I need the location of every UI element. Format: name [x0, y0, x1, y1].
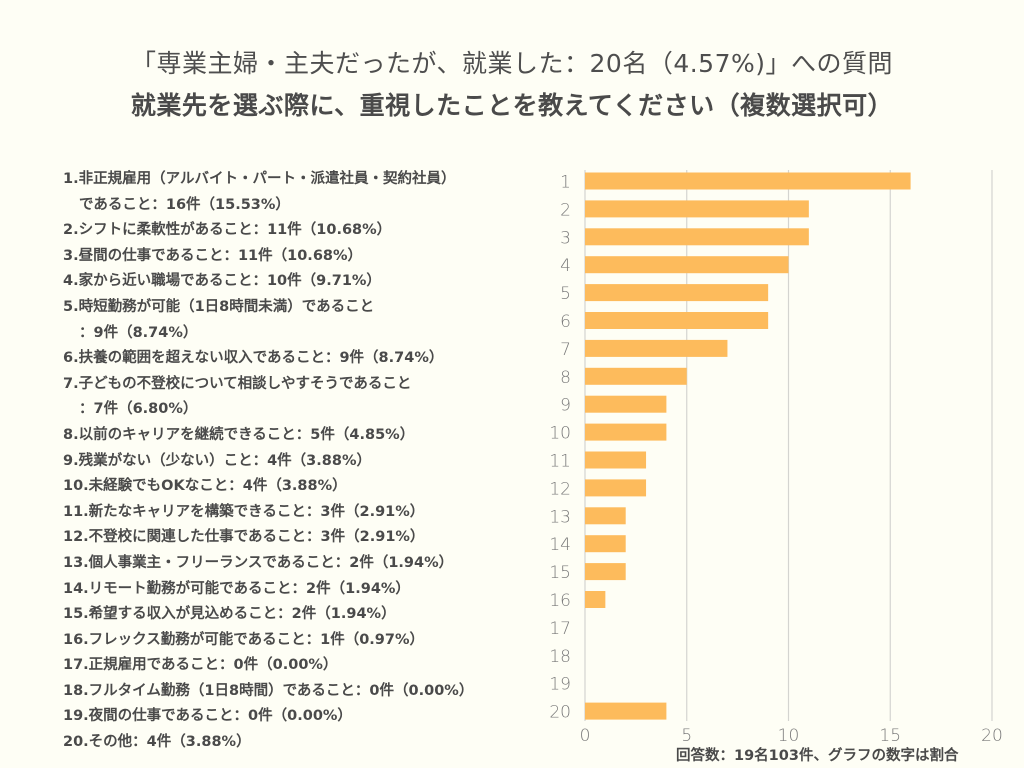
legend-item: 1.非正規雇用（アルバイト・パート・派遣社員・契約社員） であること：16件（15…	[63, 167, 543, 218]
legend-item-text: 2.シフトに柔軟性があること：11件（10.68%）	[63, 222, 392, 239]
legend-item-text: 9.残業がない（少ない）こと：4件（3.88%）	[63, 452, 371, 469]
bar	[585, 228, 809, 246]
x-tick-label: 10	[778, 726, 800, 746]
legend-item-text: 8.以前のキャリアを継続できること：5件（4.85%）	[63, 426, 415, 443]
legend: 1.非正規雇用（アルバイト・パート・派遣社員・契約社員） であること：16件（15…	[63, 167, 543, 756]
legend-item: 12.不登校に関連した仕事であること：3件（2.91%）	[63, 525, 543, 551]
y-tick-label: 4	[560, 256, 571, 276]
legend-item-text: 13.個人事業主・フリーランスであること：2件（1.94%）	[63, 554, 454, 571]
y-tick-label: 10	[549, 424, 571, 444]
legend-item-continuation: ：7件（6.80%）	[79, 401, 198, 418]
y-tick-label: 9	[560, 396, 571, 416]
bar	[585, 507, 626, 525]
legend-item: 9.残業がない（少ない）こと：4件（3.88%）	[63, 449, 543, 475]
legend-item: 6.扶養の範囲を超えない収入であること：9件（8.74%）	[63, 346, 543, 372]
bar	[585, 172, 911, 190]
y-tick-label: 14	[549, 535, 571, 555]
x-tick-label: 0	[580, 726, 591, 746]
legend-item-text: 20.その他：4件（3.88%）	[63, 734, 251, 751]
legend-item: 4.家から近い職場であること：10件（9.71%）	[63, 269, 543, 295]
y-tick-label: 18	[549, 647, 571, 667]
legend-item: 3.昼間の仕事であること：11件（10.68%）	[63, 244, 543, 270]
y-tick-label: 17	[549, 619, 571, 639]
bar	[585, 563, 626, 581]
legend-item: 18.フルタイム勤務（1日8時間）であること：0件（0.00%）	[63, 679, 543, 705]
legend-item: 10.未経験でもOKなこと：4件（3.88%）	[63, 474, 543, 500]
legend-item-text: 4.家から近い職場であること：10件（9.71%）	[63, 273, 381, 290]
legend-item-text: 6.扶養の範囲を超えない収入であること：9件（8.74%）	[63, 350, 444, 367]
x-tick-label: 5	[681, 726, 692, 746]
y-tick-label: 5	[560, 284, 571, 304]
chart-title-line2: 就業先を選ぶ際に、重視したことを教えてください（複数選択可）	[130, 91, 894, 120]
bar	[585, 256, 789, 274]
legend-item-text: 15.希望する収入が見込めること：2件（1.94%）	[63, 606, 396, 623]
x-tick-label: 20	[981, 726, 1003, 746]
legend-item: 20.その他：4件（3.88%）	[63, 730, 543, 756]
legend-item-continuation: であること：16件（15.53%）	[79, 196, 290, 213]
y-tick-label: 6	[560, 312, 571, 332]
legend-item-text: 3.昼間の仕事であること：11件（10.68%）	[63, 247, 363, 264]
legend-item-text: 11.新たなキャリアを構築できること：3件（2.91%）	[63, 503, 425, 520]
legend-item: 19.夜間の仕事であること：0件（0.00%）	[63, 704, 543, 730]
legend-item: 5.時短勤務が可能（1日8時間未満）であること ：9件（8.74%）	[63, 295, 543, 346]
legend-item: 13.個人事業主・フリーランスであること：2件（1.94%）	[63, 551, 543, 577]
chart-title-line1: 「専業主婦・主夫だったが、就業した：20名（4.57%)」への質問	[131, 49, 893, 78]
y-tick-label: 13	[549, 507, 571, 527]
y-tick-label: 16	[549, 591, 571, 611]
x-tick-label: 15	[879, 726, 901, 746]
legend-item-text: 14.リモート勤務が可能であること：2件（1.94%）	[63, 580, 410, 597]
legend-item-text: 5.時短勤務が可能（1日8時間未満）であること	[63, 298, 375, 315]
legend-item-continuation: ：9件（8.74%）	[79, 324, 198, 341]
bar	[585, 535, 626, 553]
bar	[585, 339, 728, 357]
footer-note: 回答数：19名103件、グラフの数字は割合	[676, 748, 959, 764]
y-tick-label: 11	[549, 452, 571, 472]
y-tick-label: 12	[549, 479, 571, 499]
bar	[585, 367, 687, 385]
bar	[585, 451, 647, 469]
legend-item: 15.希望する収入が見込めること：2件（1.94%）	[63, 602, 543, 628]
y-tick-label: 7	[560, 340, 571, 360]
legend-item: 14.リモート勤務が可能であること：2件（1.94%）	[63, 577, 543, 603]
y-tick-label: 8	[560, 368, 571, 388]
legend-item-text: 16.フレックス勤務が可能であること：1件（0.97%）	[63, 631, 424, 648]
legend-item-text: 1.非正規雇用（アルバイト・パート・派遣社員・契約社員）	[63, 171, 456, 187]
bar	[585, 479, 647, 497]
bar	[585, 702, 667, 720]
legend-item-text: 10.未経験でもOKなこと：4件（3.88%）	[63, 478, 347, 495]
legend-item: 16.フレックス勤務が可能であること：1件（0.97%）	[63, 628, 543, 654]
legend-item-text: 19.夜間の仕事であること：0件（0.00%）	[63, 708, 352, 725]
bar	[585, 423, 667, 441]
legend-item: 11.新たなキャリアを構築できること：3件（2.91%）	[63, 500, 543, 526]
bar	[585, 312, 769, 329]
legend-item: 7.子どもの不登校について相談しやすそうであること ：7件（6.80%）	[63, 372, 543, 423]
y-tick-label: 15	[549, 563, 571, 583]
y-tick-label: 1	[560, 173, 571, 193]
legend-item: 2.シフトに柔軟性があること：11件（10.68%）	[63, 218, 543, 244]
y-tick-label: 2	[560, 200, 571, 220]
bar	[585, 591, 606, 608]
bar	[585, 395, 667, 413]
bar	[585, 284, 769, 302]
legend-item: 17.正規雇用であること：0件（0.00%）	[63, 653, 543, 679]
y-tick-label: 19	[549, 675, 571, 695]
legend-item: 8.以前のキャリアを継続できること：5件（4.85%）	[63, 423, 543, 449]
y-tick-label: 3	[560, 228, 571, 248]
legend-item-text: 7.子どもの不登校について相談しやすそうであること	[63, 375, 412, 392]
legend-item-text: 17.正規雇用であること：0件（0.00%）	[63, 657, 338, 674]
legend-item-text: 12.不登校に関連した仕事であること：3件（2.91%）	[63, 529, 425, 546]
y-tick-label: 20	[549, 703, 571, 723]
bar	[585, 200, 809, 218]
legend-item-text: 18.フルタイム勤務（1日8時間）であること：0件（0.00%）	[63, 682, 474, 699]
